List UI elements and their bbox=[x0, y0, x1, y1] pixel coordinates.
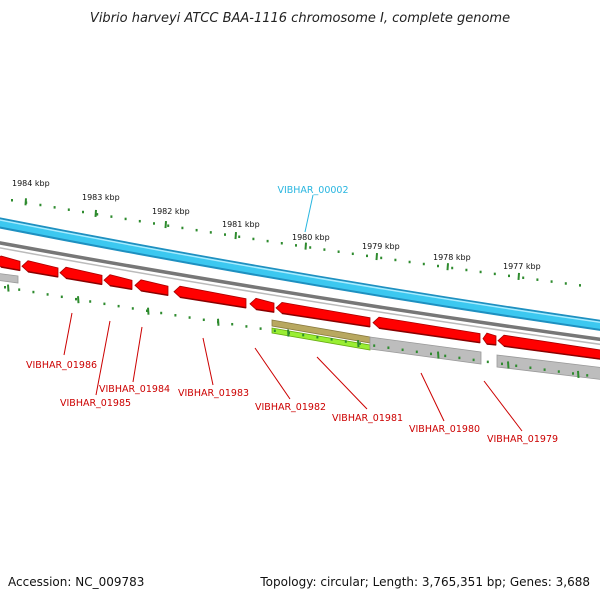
cds-gene-shadow bbox=[378, 327, 481, 344]
backbone-track-inner bbox=[0, 247, 600, 346]
outer-feature-track-highlight bbox=[0, 219, 600, 329]
cds-gene-shadow bbox=[503, 345, 600, 360]
outer-major-tick bbox=[164, 221, 167, 229]
green-feature bbox=[271, 327, 371, 351]
cds-gene-arrow bbox=[59, 266, 103, 285]
cds-gene-shadow bbox=[281, 312, 371, 328]
gene-leader-line bbox=[254, 347, 291, 400]
top-gene-label: VIBHAR_00002 bbox=[277, 185, 348, 196]
cds-gene-shadow bbox=[179, 296, 247, 309]
outer-tick-row bbox=[11, 198, 581, 287]
gray-feature-left bbox=[0, 273, 19, 284]
top-gene-leader-line bbox=[304, 194, 314, 233]
gene-label: VIBHAR_01979 bbox=[487, 434, 558, 445]
gene-leader-line bbox=[316, 356, 368, 410]
cds-gene-arrow bbox=[173, 285, 247, 309]
kbp-label: 1983 kbp bbox=[82, 193, 120, 202]
gene-label: VIBHAR_01984 bbox=[99, 384, 170, 395]
accession-text: Accession: NC_009783 bbox=[8, 575, 144, 589]
gene-label: VIBHAR_01980 bbox=[409, 424, 480, 435]
outer-major-tick bbox=[517, 272, 520, 281]
cds-gene-arrow bbox=[0, 255, 21, 271]
gray-feature-right bbox=[496, 354, 600, 380]
cds-gene-shadow bbox=[109, 284, 133, 291]
topology-text: Topology: circular; Length: 3,765,351 bp… bbox=[259, 575, 590, 589]
outer-major-tick bbox=[375, 252, 378, 261]
inner-major-tick bbox=[7, 284, 10, 292]
gene-label: VIBHAR_01981 bbox=[332, 413, 403, 424]
cds-gene-shadow bbox=[0, 266, 21, 272]
map-title: Vibrio harveyi ATCC BAA-1116 chromosome … bbox=[90, 11, 510, 26]
gene-leader-line bbox=[420, 372, 445, 422]
gene-label: VIBHAR_01983 bbox=[178, 388, 249, 399]
inner-major-tick bbox=[577, 370, 580, 378]
cds-gene-arrow bbox=[482, 332, 497, 346]
inner-major-tick bbox=[357, 339, 360, 348]
cds-gene-shadow bbox=[27, 270, 59, 278]
cds-gene-arrow bbox=[249, 297, 275, 313]
gene-leader-line bbox=[95, 320, 111, 396]
kbp-labels: 1984 kbp 1983 kbp 1982 kbp 1981 kbp 1980 kbp… bbox=[12, 179, 541, 271]
inner-major-tick bbox=[507, 361, 510, 369]
outer-major-tick bbox=[304, 242, 307, 250]
inner-major-tick bbox=[147, 307, 150, 315]
cds-track bbox=[0, 255, 600, 360]
gene-leader-line bbox=[202, 337, 214, 386]
cds-gene-shadow bbox=[140, 290, 169, 296]
gene-leader-line bbox=[132, 326, 143, 383]
outer-major-tick bbox=[234, 231, 237, 240]
gene-label: VIBHAR_01986 bbox=[26, 360, 97, 371]
outer-major-tick bbox=[446, 263, 449, 271]
kbp-label: 1982 kbp bbox=[152, 207, 190, 216]
cds-gene-arrow bbox=[134, 279, 169, 296]
gene-label: VIBHAR_01982 bbox=[255, 402, 326, 413]
inner-major-tick bbox=[437, 351, 440, 359]
inner-major-tick bbox=[77, 296, 80, 304]
gene-label: VIBHAR_01985 bbox=[60, 398, 131, 409]
inner-tick-row bbox=[4, 284, 589, 378]
gray-feature-middle bbox=[369, 336, 482, 365]
cds-gene-shadow bbox=[255, 308, 275, 313]
inner-major-tick bbox=[287, 329, 290, 337]
gene-labels: VIBHAR_01986 VIBHAR_01985 VIBHAR_01984 VIBH… bbox=[26, 312, 558, 445]
cds-gene-arrow bbox=[275, 301, 371, 328]
outer-major-tick bbox=[24, 198, 27, 206]
cds-gene-shadow bbox=[486, 343, 497, 346]
backbone-track bbox=[0, 241, 600, 342]
outer-major-tick bbox=[94, 209, 97, 217]
cds-gene-shadow bbox=[65, 277, 103, 286]
inner-major-tick bbox=[217, 318, 220, 326]
minor-feature-track bbox=[0, 273, 600, 380]
gene-leader-line bbox=[63, 312, 73, 356]
kbp-label: 1979 kbp bbox=[362, 242, 400, 251]
kbp-label: 1981 kbp bbox=[222, 220, 260, 229]
kbp-label: 1978 kbp bbox=[433, 253, 471, 262]
kbp-label: 1984 kbp bbox=[12, 179, 50, 188]
gene-leader-line bbox=[483, 380, 523, 432]
cds-gene-arrow bbox=[21, 260, 59, 278]
cds-gene-arrow bbox=[372, 316, 481, 344]
kbp-label: 1980 kbp bbox=[292, 233, 330, 242]
cds-gene-arrow bbox=[497, 334, 600, 360]
outer-feature-track-shine bbox=[0, 219, 600, 324]
kbp-label: 1977 kbp bbox=[503, 262, 541, 271]
